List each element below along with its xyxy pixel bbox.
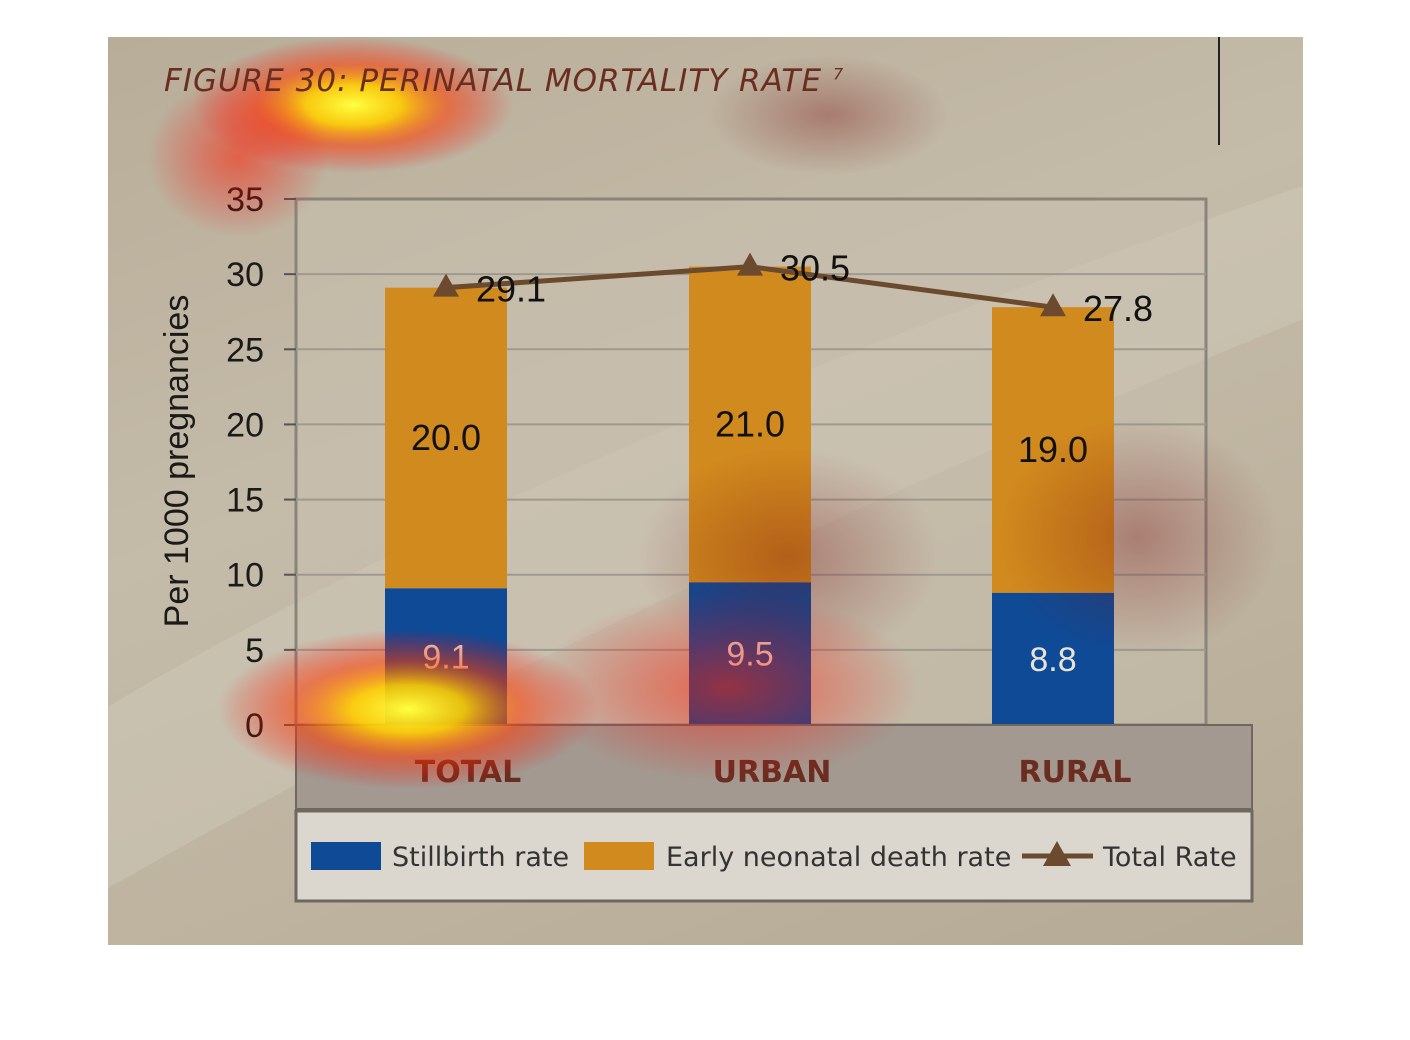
category-label-rural: RURAL (1019, 755, 1132, 790)
legend-swatch-neonatal (584, 842, 654, 870)
stillbirth-value-label: 8.8 (1029, 641, 1076, 679)
figure-title: FIGURE 30: PERINATAL MORTALITY RATE 7 (164, 63, 844, 99)
total-value-label: 30.5 (780, 248, 850, 289)
neonatal-value-label: 21.0 (715, 403, 785, 444)
y-tick-label: 25 (226, 331, 264, 369)
figure-title-text: FIGURE 30: PERINATAL MORTALITY RATE (164, 63, 823, 99)
attention-heatmap-overlay (148, 37, 1278, 789)
y-tick-label: 15 (226, 482, 264, 520)
total-rate-marker (737, 252, 763, 276)
legend-label-neonatal: Early neonatal death rate (666, 842, 1011, 873)
total-rate-marker (1040, 293, 1066, 317)
total-value-label: 27.8 (1083, 288, 1153, 329)
total-rate-marker (433, 273, 459, 297)
legend-swatch-stillbirth (311, 842, 381, 870)
figure-title-superscript: 7 (832, 64, 845, 84)
legend-label-stillbirth: Stillbirth rate (392, 842, 569, 873)
y-tick-label: 10 (226, 557, 264, 595)
total-value-label: 29.1 (476, 269, 546, 310)
legend-label-total: Total Rate (1102, 842, 1237, 873)
y-axis-label: Per 1000 pregnancies (158, 295, 196, 628)
divider-line (1218, 37, 1220, 145)
legend-marker-total (1043, 841, 1071, 866)
bar-early-neonatal (385, 287, 507, 589)
neonatal-value-label: 20.0 (411, 417, 481, 458)
y-tick-label: 30 (226, 256, 264, 294)
total-rate-line (433, 252, 1066, 317)
legend: Stillbirth rate Early neonatal death rate… (294, 809, 1254, 903)
y-tick-label: 20 (226, 406, 264, 444)
chart: 05101520253035 Per 1000 pregnancies TOTA… (108, 37, 1303, 903)
slide: 05101520253035 Per 1000 pregnancies TOTA… (108, 37, 1303, 945)
